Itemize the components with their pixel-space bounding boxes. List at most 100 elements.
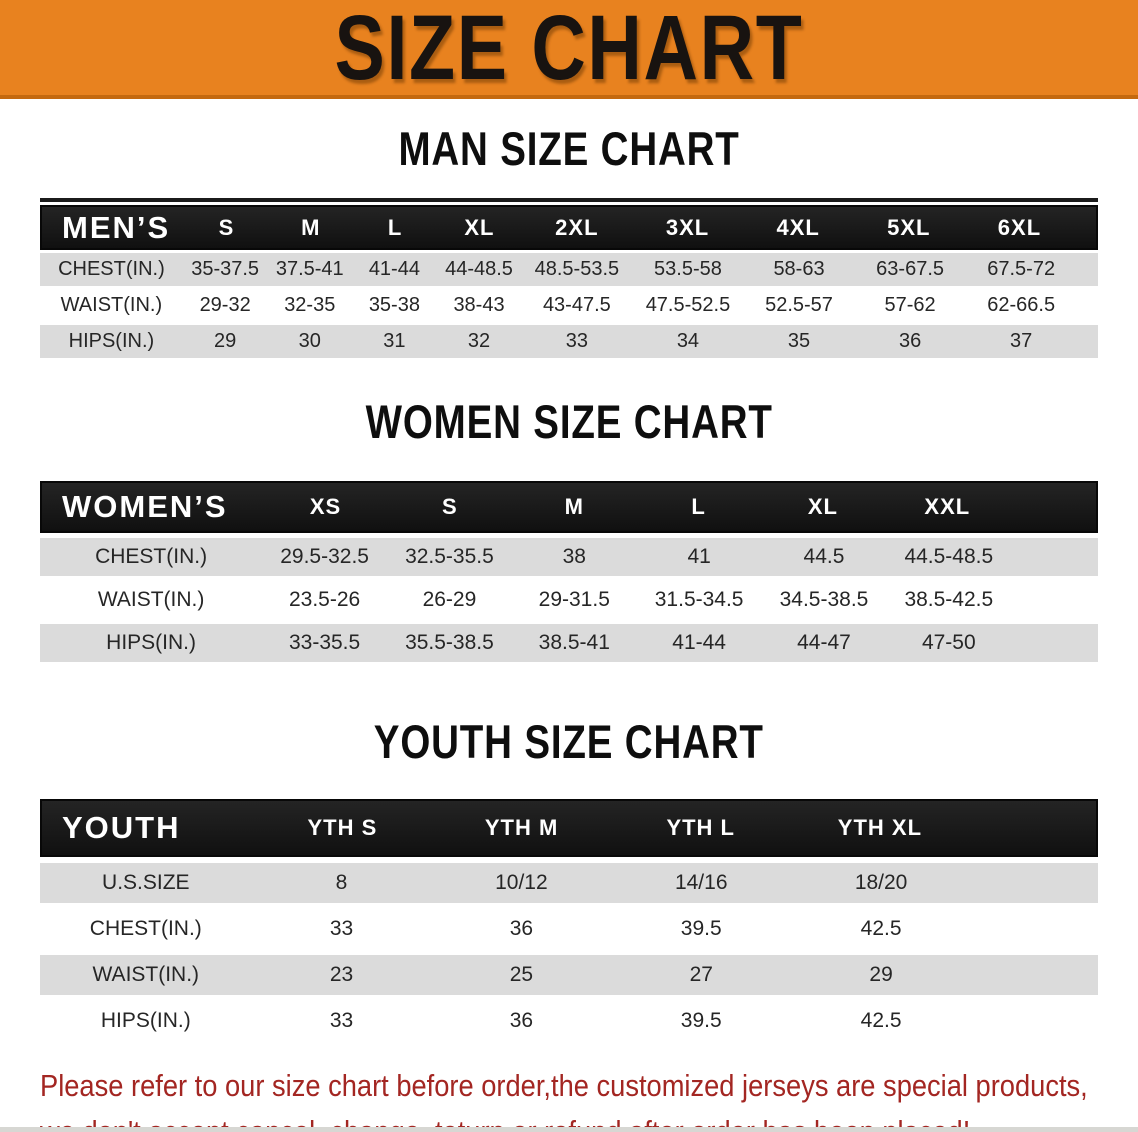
table-cell: 33 xyxy=(565,330,588,352)
size-header-cell: YTH XL xyxy=(837,815,923,840)
table-cell: 39.5 xyxy=(680,917,722,940)
row-waist-in: WAIST(IN.) 23.5-26 26-29 29-31.5 31.5-34.5 34… xyxy=(40,581,1098,619)
table-cell: 63-67.5 xyxy=(876,258,945,280)
size-header-cell: L xyxy=(691,494,706,519)
size-header-cell: YTH S xyxy=(307,815,378,840)
youth-size-table: YOUTH YTH S YTH M YTH L YTH XL U.S.SIZE 8 10/12… xyxy=(40,799,1098,1041)
table-cell: 26-29 xyxy=(422,588,477,611)
table-cell: 31 xyxy=(383,330,406,352)
table-header-row: WOMEN’S XS S M L XL XXL xyxy=(40,481,1098,533)
table-cell: 35-38 xyxy=(368,294,420,316)
size-header-cell: MEN’S xyxy=(62,209,171,245)
table-cell: CHEST(IN.) xyxy=(95,545,208,568)
table-header-row: MEN’S S M L XL 2XL 3XL 4XL 5XL 6XL xyxy=(40,205,1098,250)
table-cell: 38.5-41 xyxy=(538,631,610,654)
table-cell: 37.5-41 xyxy=(275,258,344,280)
row-chest-in: CHEST(IN.) 29.5-32.5 32.5-35.5 38 41 44.5 44.5… xyxy=(40,538,1098,576)
table-cell: 29-31.5 xyxy=(538,588,610,611)
table-cell: 14/16 xyxy=(674,871,728,894)
bottom-strip xyxy=(0,1127,1138,1132)
table-cell: 29 xyxy=(869,963,893,986)
size-header-cell: S xyxy=(218,214,235,240)
table-cell: 32 xyxy=(467,330,491,352)
men-size-table: MEN’S S M L XL 2XL 3XL 4XL 5XL 6XL CHEST(IN.) 35-37… xyxy=(40,198,1098,358)
table-cell: 48.5-53.5 xyxy=(534,258,620,280)
table-cell: 39.5 xyxy=(680,1009,722,1032)
table-cell: 36 xyxy=(898,330,922,352)
table-cell: 67.5-72 xyxy=(987,258,1056,280)
table-cell: 32.5-35.5 xyxy=(405,545,494,568)
table-cell: 23 xyxy=(329,963,354,986)
row-waist-in: WAIST(IN.) 29-32 32-35 35-38 38-43 43-47.5 47.… xyxy=(40,289,1098,322)
disclaimer: Please refer to our size chart before or… xyxy=(40,1063,1138,1132)
row-hips-in: HIPS(IN.) 33-35.5 35.5-38.5 38.5-41 41-44 44-… xyxy=(40,624,1098,662)
youth-heading: YOUTH SIZE CHART xyxy=(0,718,1138,775)
table-cell: 44.5 xyxy=(803,545,845,568)
table-cell: 42.5 xyxy=(860,917,902,940)
row-u-s-size: U.S.SIZE 8 10/12 14/16 18/20 xyxy=(40,863,1098,903)
size-header-cell: 5XL xyxy=(887,214,931,240)
table-cell: 32-35 xyxy=(284,294,336,316)
table-cell: 38-43 xyxy=(453,294,505,316)
women-heading-text: WOMEN SIZE CHART xyxy=(365,395,773,448)
size-header-cell: M xyxy=(301,214,321,240)
row-chest-in: CHEST(IN.) 35-37.5 37.5-41 41-44 44-48.5 48.5… xyxy=(40,253,1098,286)
table-cell: 47.5-52.5 xyxy=(645,294,731,316)
table-cell: 18/20 xyxy=(854,871,908,894)
size-header-cell: YTH L xyxy=(666,815,735,840)
table-cell: 35-37.5 xyxy=(191,258,260,280)
disclaimer-line-1: Please refer to our size chart before or… xyxy=(40,1068,1088,1103)
table-cell: 41 xyxy=(687,545,711,568)
table-cell: 25 xyxy=(509,963,534,986)
table-cell: WAIST(IN.) xyxy=(60,294,163,316)
size-header-cell: XS xyxy=(309,494,342,519)
table-cell: 30 xyxy=(298,330,321,352)
size-header-cell: M xyxy=(564,494,584,519)
size-header-cell: YTH M xyxy=(484,815,559,840)
table-cell: 36 xyxy=(509,917,534,940)
men-heading-text: MAN SIZE CHART xyxy=(398,122,740,175)
table-cell: 33 xyxy=(329,917,354,940)
table-cell: 35 xyxy=(787,330,811,352)
table-cell: 23.5-26 xyxy=(288,588,361,611)
size-header-cell: S xyxy=(442,494,458,519)
women-heading: WOMEN SIZE CHART xyxy=(0,398,1138,455)
row-hips-in: HIPS(IN.) 33 36 39.5 42.5 xyxy=(40,1001,1098,1041)
table-cell: CHEST(IN.) xyxy=(58,258,165,280)
table-cell: 10/12 xyxy=(495,871,548,894)
table-cell: 53.5-58 xyxy=(654,258,722,280)
table-cell: WAIST(IN.) xyxy=(92,963,200,986)
table-cell: 38.5-42.5 xyxy=(904,588,994,611)
table-cell: 42.5 xyxy=(860,1009,902,1032)
men-heading: MAN SIZE CHART xyxy=(0,125,1138,182)
table-cell: 58-63 xyxy=(773,258,825,280)
table-cell: 52.5-57 xyxy=(765,294,833,316)
size-header-cell: 4XL xyxy=(776,214,820,240)
table-header-row: YOUTH YTH S YTH M YTH L YTH XL xyxy=(40,799,1098,857)
size-header-cell: XXL xyxy=(924,494,971,519)
women-size-table: WOMEN’S XS S M L XL XXL CHEST(IN.) 29.5-32.5 32.5… xyxy=(40,481,1098,662)
table-cell: 41-44 xyxy=(368,258,420,280)
table-cell: HIPS(IN.) xyxy=(106,631,196,654)
size-header-cell: XL xyxy=(807,494,838,519)
table-cell: 8 xyxy=(335,871,348,894)
row-chest-in: CHEST(IN.) 33 36 39.5 42.5 xyxy=(40,909,1098,949)
row-waist-in: WAIST(IN.) 23 25 27 29 xyxy=(40,955,1098,995)
table-cell: 43-47.5 xyxy=(542,294,611,316)
size-header-cell: 3XL xyxy=(665,214,710,240)
youth-heading-text: YOUTH SIZE CHART xyxy=(374,715,764,768)
size-header-cell: YOUTH xyxy=(62,810,181,845)
table-cell: 34 xyxy=(676,330,700,352)
table-cell: 29 xyxy=(214,330,237,352)
banner-title: SIZE CHART xyxy=(334,0,804,99)
table-cell: 31.5-34.5 xyxy=(654,588,744,611)
table-cell: 35.5-38.5 xyxy=(405,631,494,654)
size-header-cell: L xyxy=(387,214,403,240)
table-cell: CHEST(IN.) xyxy=(89,917,202,940)
women-section: WOMEN SIZE CHART WOMEN’S XS S M L XL XXL CHEST(… xyxy=(0,398,1138,662)
table-cell: 36 xyxy=(509,1009,534,1032)
table-cell: WAIST(IN.) xyxy=(97,588,205,611)
table-cell: 33-35.5 xyxy=(288,631,361,654)
table-cell: 29.5-32.5 xyxy=(280,545,369,568)
men-section: MAN SIZE CHART MEN’S S M L XL 2XL 3XL 4XL 5XL 6XL… xyxy=(0,125,1138,358)
